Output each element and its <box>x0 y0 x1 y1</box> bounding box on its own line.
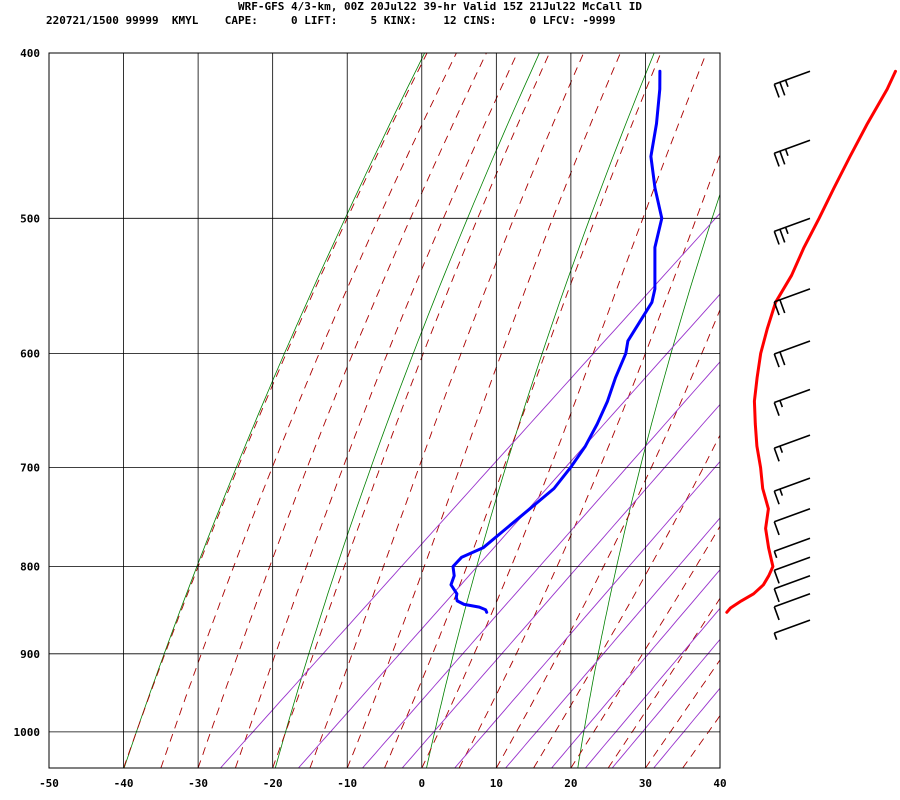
wind-barb-feather <box>779 299 786 314</box>
wind-barb-feather <box>773 447 780 462</box>
mixing-ratio-line <box>551 569 720 768</box>
temperature-tick-label: -10 <box>337 777 357 790</box>
mixing-ratio-line <box>298 293 720 768</box>
wind-barb-feather <box>773 152 780 167</box>
temperature-tick-label: 10 <box>490 777 503 790</box>
chart-title: WRF-GFS 4/3-km, 00Z 20Jul22 39-hr Valid … <box>238 0 642 13</box>
wind-barb-feather <box>784 79 789 88</box>
dry-adiabat-line <box>880 53 900 768</box>
moist-adiabat-line <box>384 53 662 768</box>
moist-adiabat-line <box>458 153 720 768</box>
pressure-tick-label: 500 <box>20 212 40 225</box>
wind-barb-staff <box>774 619 811 634</box>
wind-barb-feather <box>779 228 786 243</box>
wind-barb-staff <box>774 508 811 523</box>
temperature-tick-label: 40 <box>713 777 726 790</box>
moist-adiabat-line <box>197 53 487 768</box>
wind-barb-feather <box>773 569 780 584</box>
wind-barb-staff <box>774 340 811 355</box>
wind-barb-feather <box>773 402 780 416</box>
dewpoint-profile-line <box>449 69 664 614</box>
pressure-tick-label: 800 <box>20 561 40 574</box>
wind-barb-feather <box>784 226 789 235</box>
mixing-ratio-line <box>220 212 720 768</box>
moist-adiabat-line <box>570 525 720 768</box>
moist-adiabat-line <box>309 53 585 768</box>
wind-barb-feather <box>773 606 780 621</box>
temperature-tick-label: -20 <box>263 777 283 790</box>
temperature-tick-label: 20 <box>564 777 577 790</box>
moist-adiabat-line <box>272 53 550 768</box>
wind-barb-feather <box>773 84 780 98</box>
mixing-ratio-line <box>362 361 720 768</box>
moist-adiabat-line <box>533 434 720 768</box>
pressure-tick-label: 700 <box>20 462 40 475</box>
wind-barb-feather <box>773 588 780 603</box>
plot-area <box>123 53 900 768</box>
wind-barb-feather <box>779 81 786 96</box>
wind-barb-staff <box>774 574 811 590</box>
wind-barb-staff <box>774 388 811 404</box>
temperature-tick-label: -50 <box>39 777 59 790</box>
mixing-ratio-line <box>585 607 720 768</box>
wind-barb-feather <box>779 488 784 496</box>
temperature-tick-label: 30 <box>639 777 652 790</box>
wind-barb-feather <box>773 353 780 368</box>
moist-adiabat-line <box>234 53 518 768</box>
moist-adiabat-line <box>495 308 720 768</box>
wind-barb-staff <box>774 593 811 608</box>
station-indices: 220721/1500 99999 KMYL CAPE: 0 LIFT: 5 K… <box>46 14 616 27</box>
pressure-tick-label: 1000 <box>14 726 41 739</box>
mixing-ratio-line <box>505 517 720 768</box>
pressure-tick-label: 400 <box>20 47 40 60</box>
moist-adiabat-line <box>346 53 621 768</box>
dry-adiabat-line <box>123 53 425 768</box>
moist-adiabat-line <box>719 767 720 768</box>
temperature-tick-label: 0 <box>418 777 425 790</box>
wind-barb-staff <box>774 288 811 303</box>
wind-barb-feather <box>773 231 780 245</box>
temperature-tick-label: -40 <box>114 777 134 790</box>
wind-barb-feather <box>773 632 778 640</box>
plot-frame <box>48 52 721 769</box>
wind-barb-feather <box>779 150 786 165</box>
wind-barb-feather <box>773 301 780 316</box>
dry-adiabat-line <box>729 53 884 768</box>
pressure-tick-label: 600 <box>20 347 40 360</box>
wind-barb-feather <box>784 148 789 157</box>
wind-barb-feather <box>779 400 784 408</box>
wind-barb-staff <box>774 477 811 492</box>
temperature-tick-label: -30 <box>188 777 208 790</box>
mixing-ratio-line <box>611 638 720 768</box>
temperature-profile-line <box>725 69 897 614</box>
dry-adiabat-line <box>426 53 655 768</box>
wind-barb-staff <box>774 434 811 449</box>
pressure-tick-label: 900 <box>20 648 40 661</box>
wind-barb-feather <box>779 445 784 453</box>
wind-barb-staff <box>774 537 811 552</box>
wind-barb-feather <box>773 550 778 559</box>
dry-adiabat-line <box>577 192 720 768</box>
wind-barb-feather <box>779 351 786 366</box>
wind-barb-feather <box>773 521 780 536</box>
wind-barb-feather <box>773 490 780 505</box>
moist-adiabat-line <box>160 53 457 768</box>
mixing-ratio-line <box>454 460 720 768</box>
mixing-ratio-line <box>401 403 720 768</box>
moist-adiabat-line <box>123 53 428 768</box>
moist-adiabat-line <box>645 659 720 768</box>
dry-adiabat-line <box>274 53 540 768</box>
moist-adiabat-line <box>421 53 707 768</box>
wind-barb-staff <box>774 556 811 571</box>
